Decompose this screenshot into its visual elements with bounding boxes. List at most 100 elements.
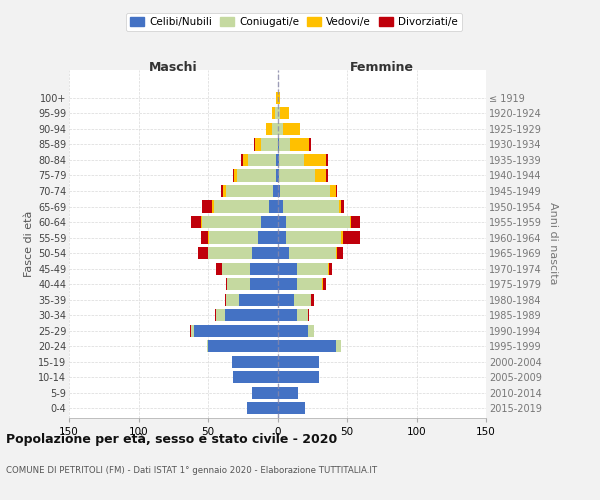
Bar <box>279 170 315 181</box>
Bar <box>233 371 277 383</box>
Bar <box>222 262 250 274</box>
Y-axis label: Anni di nascita: Anni di nascita <box>548 202 559 285</box>
Bar <box>277 278 297 290</box>
Bar <box>243 154 248 166</box>
Bar <box>283 123 300 135</box>
Bar <box>286 216 350 228</box>
Bar <box>214 200 269 212</box>
Bar <box>253 247 277 259</box>
Bar <box>286 232 341 243</box>
Bar <box>190 324 191 336</box>
Bar <box>261 216 277 228</box>
Bar <box>343 232 359 243</box>
Bar <box>276 170 277 181</box>
Bar <box>337 247 343 259</box>
Bar <box>201 216 202 228</box>
Bar <box>322 278 323 290</box>
Bar <box>232 356 277 368</box>
Bar <box>250 262 277 274</box>
Bar <box>277 309 297 321</box>
Bar <box>191 324 194 336</box>
Bar <box>277 232 286 243</box>
Bar <box>308 309 310 321</box>
Bar <box>272 123 277 135</box>
Bar <box>323 278 326 290</box>
Bar <box>261 138 277 150</box>
Bar <box>277 340 336 352</box>
Bar <box>279 154 304 166</box>
Bar <box>277 402 305 414</box>
Bar <box>226 294 239 306</box>
Bar <box>277 92 280 104</box>
Bar <box>277 170 279 181</box>
Bar <box>351 216 359 228</box>
Bar <box>336 247 337 259</box>
Bar <box>308 324 314 336</box>
Bar <box>341 200 344 212</box>
Bar <box>221 185 223 197</box>
Bar <box>250 278 277 290</box>
Bar <box>294 294 311 306</box>
Bar <box>212 200 214 212</box>
Bar <box>277 108 280 120</box>
Bar <box>227 278 250 290</box>
Bar <box>226 278 227 290</box>
Bar <box>280 185 331 197</box>
Bar <box>253 386 277 398</box>
Bar <box>241 154 243 166</box>
Bar <box>277 154 279 166</box>
Bar <box>277 200 283 212</box>
Bar <box>274 185 277 197</box>
Bar <box>215 309 217 321</box>
Bar <box>217 309 224 321</box>
Bar <box>255 138 261 150</box>
Bar <box>297 278 322 290</box>
Bar <box>276 154 277 166</box>
Bar <box>283 200 338 212</box>
Bar <box>209 232 258 243</box>
Bar <box>310 138 311 150</box>
Bar <box>247 402 277 414</box>
Bar <box>304 154 326 166</box>
Bar <box>289 247 336 259</box>
Bar <box>277 324 308 336</box>
Bar <box>258 232 277 243</box>
Text: COMUNE DI PETRITOLI (FM) - Dati ISTAT 1° gennaio 2020 - Elaborazione TUTTITALIA.: COMUNE DI PETRITOLI (FM) - Dati ISTAT 1°… <box>6 466 377 475</box>
Bar <box>326 170 328 181</box>
Bar <box>275 108 277 120</box>
Bar <box>350 216 351 228</box>
Bar <box>311 294 314 306</box>
Bar <box>277 216 286 228</box>
Text: Femmine: Femmine <box>350 61 414 74</box>
Bar <box>279 138 290 150</box>
Bar <box>208 232 209 243</box>
Bar <box>297 262 328 274</box>
Bar <box>208 247 253 259</box>
Bar <box>290 138 310 150</box>
Bar <box>297 309 308 321</box>
Legend: Celibi/Nubili, Coniugati/e, Vedovi/e, Divorziati/e: Celibi/Nubili, Coniugati/e, Vedovi/e, Di… <box>126 12 462 32</box>
Bar <box>266 123 272 135</box>
Y-axis label: Fasce di età: Fasce di età <box>23 210 34 277</box>
Bar <box>277 138 279 150</box>
Bar <box>235 170 237 181</box>
Bar <box>277 294 294 306</box>
Bar <box>223 185 226 197</box>
Bar <box>328 262 329 274</box>
Bar <box>208 340 277 352</box>
Bar <box>326 154 328 166</box>
Bar <box>336 340 341 352</box>
Bar <box>233 170 235 181</box>
Bar <box>277 371 319 383</box>
Bar <box>217 262 222 274</box>
Bar <box>206 340 208 352</box>
Text: Maschi: Maschi <box>149 61 197 74</box>
Bar <box>277 247 289 259</box>
Bar <box>338 200 341 212</box>
Bar <box>198 247 208 259</box>
Bar <box>224 294 226 306</box>
Bar <box>276 92 277 104</box>
Bar <box>277 185 280 197</box>
Bar <box>269 200 277 212</box>
Bar <box>248 154 276 166</box>
